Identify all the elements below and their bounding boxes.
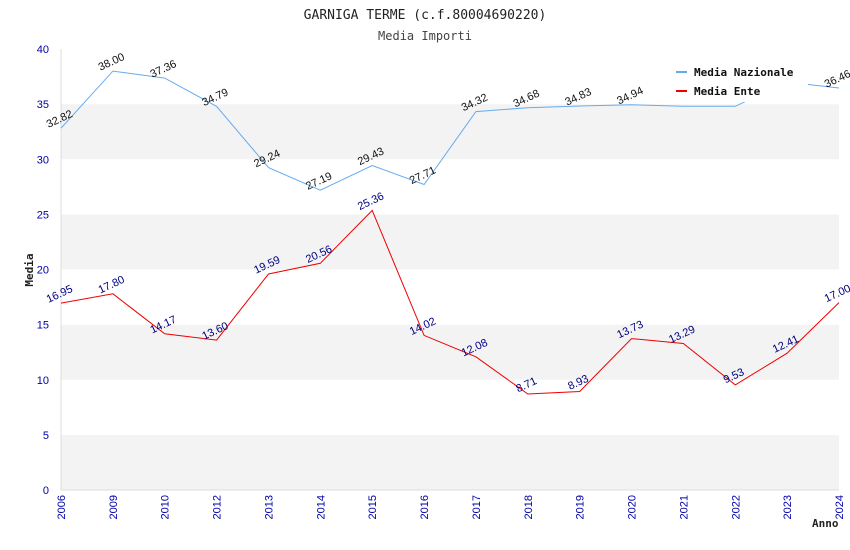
chart-title: GARNIGA TERME (c.f.80004690220) — [304, 8, 547, 23]
grid-band — [61, 269, 839, 325]
legend-label: Media Ente — [694, 85, 761, 98]
grid-band — [61, 214, 839, 270]
grid-band — [61, 324, 839, 380]
x-tick-label: 2019 — [575, 495, 587, 519]
series-line-1 — [60, 209, 840, 395]
legend-label: Media Nazionale — [694, 66, 794, 79]
y-axis-ticks: 0 5 10 15 20 25 30 35 40 — [37, 44, 49, 497]
legend-box — [669, 60, 808, 102]
grid-bands — [60, 49, 839, 491]
grid-band — [61, 104, 839, 160]
x-axis-label: Anno — [812, 517, 839, 530]
y-tick-label: 10 — [37, 375, 49, 387]
x-tick-label: 2020 — [627, 495, 639, 519]
y-tick-label: 15 — [37, 320, 49, 332]
grid-band — [61, 159, 839, 215]
x-tick-label: 2017 — [471, 495, 483, 519]
x-axis-ticks: 2006 2009 2010 2012 2013 2014 2015 2016 2017 2018… — [56, 495, 846, 519]
x-tick-label: 2009 — [108, 495, 120, 519]
grid-band — [61, 434, 839, 490]
x-tick-label: 2016 — [419, 495, 431, 519]
y-tick-label: 35 — [37, 99, 49, 111]
x-tick-label: 2012 — [212, 495, 224, 519]
legend: Media Nazionale Media Ente — [669, 60, 808, 102]
x-tick-label: 2014 — [315, 495, 327, 519]
chart-subtitle: Media Importi — [378, 29, 472, 43]
y-tick-label: 25 — [37, 209, 49, 221]
y-tick-label: 40 — [37, 44, 49, 56]
x-tick-label: 2018 — [523, 495, 535, 519]
x-tick-label: 2022 — [730, 495, 742, 519]
x-tick-label: 2006 — [56, 495, 68, 519]
x-tick-label: 2023 — [782, 495, 794, 519]
x-tick-label: 2015 — [367, 495, 379, 519]
y-tick-label: 0 — [43, 485, 49, 497]
y-tick-label: 20 — [37, 265, 49, 277]
series-lines — [60, 70, 840, 395]
y-tick-label: 30 — [37, 154, 49, 166]
x-tick-label: 2024 — [834, 495, 846, 519]
grid-band — [61, 379, 839, 435]
y-axis-label: Media — [23, 253, 36, 286]
series-line-0 — [60, 70, 840, 191]
x-tick-label: 2013 — [263, 495, 275, 519]
y-tick-label: 5 — [43, 430, 49, 442]
x-tick-label: 2010 — [160, 495, 172, 519]
x-tick-label: 2021 — [678, 495, 690, 519]
